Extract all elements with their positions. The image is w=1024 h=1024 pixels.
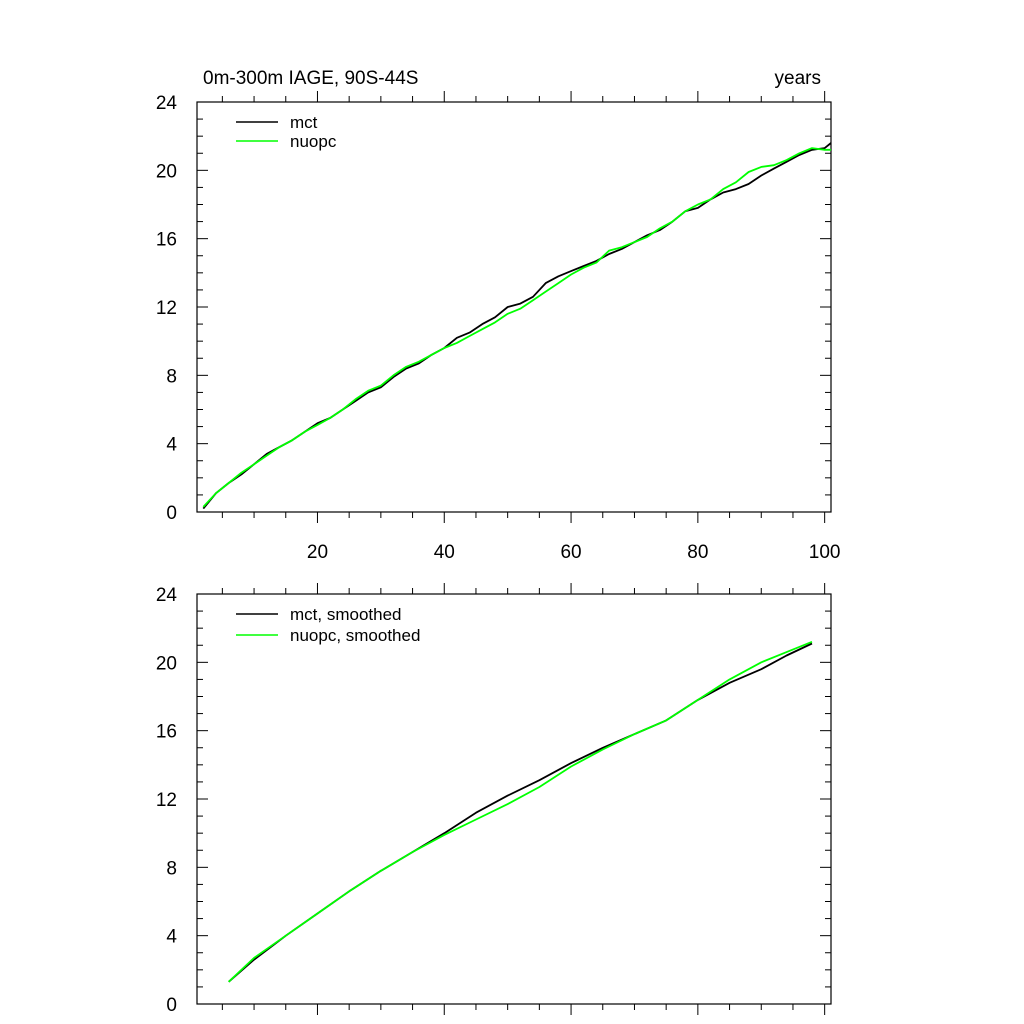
y-tick-label: 12: [156, 790, 177, 811]
y-tick-label: 24: [156, 585, 178, 606]
y-tick-label: 20: [156, 653, 177, 674]
y-tick-label: 12: [156, 298, 177, 319]
plot-frame: [196, 101, 832, 513]
y-tick-label: 4: [166, 927, 177, 948]
y-tick-label: 4: [166, 435, 177, 456]
series-line-mct-smoothed: [228, 642, 813, 983]
y-tick-label: 24: [156, 93, 178, 114]
y-tick-label: 8: [166, 858, 177, 879]
bottom-panel: 0 4 8 12 16 20 24 mct, smoothed nuopc, smoothed: [156, 583, 832, 1016]
y-tick-label: 8: [166, 366, 177, 387]
x-tick-label: 20: [307, 542, 328, 563]
legend-label: mct: [290, 113, 318, 132]
y-tick-label: 0: [166, 503, 177, 524]
series-line-nuopc: [202, 147, 831, 508]
x-tick-label: 60: [560, 542, 581, 563]
y-tick-label: 16: [156, 722, 177, 743]
legend-label: nuopc: [290, 132, 337, 151]
units-label: years: [775, 68, 821, 89]
chart-title: 0m-300m IAGE, 90S-44S: [203, 68, 418, 89]
y-tick-label: 20: [156, 161, 177, 182]
x-tick-label: 100: [809, 542, 841, 563]
y-tick-label: 16: [156, 230, 177, 251]
legend-label: mct, smoothed: [290, 605, 402, 624]
y-tick-label: 0: [166, 995, 177, 1016]
x-tick-label: 80: [687, 542, 708, 563]
series-line-nuopc-smoothed: [228, 640, 813, 983]
plot-frame: [196, 593, 832, 1005]
legend-label: nuopc, smoothed: [290, 626, 420, 645]
x-tick-label: 40: [434, 542, 455, 563]
top-panel: 0 4 8 12 16 20 24 20 40 60 80 100 0m-300m IAGE, 90S-…: [156, 68, 841, 563]
series-line-mct: [202, 142, 832, 510]
